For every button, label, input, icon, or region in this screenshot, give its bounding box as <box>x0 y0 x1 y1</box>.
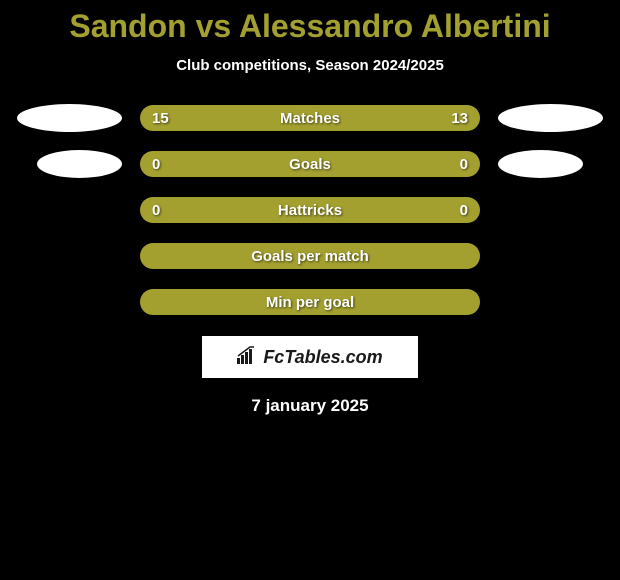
infographic-container: Sandon vs Alessandro Albertini Club comp… <box>0 0 620 416</box>
badge-right-goals <box>498 150 583 178</box>
logo-box: FcTables.com <box>202 336 418 378</box>
stat-row-min-per-goal: Min per goal <box>0 288 620 316</box>
stat-left-value: 15 <box>152 110 169 127</box>
stat-bar-hattricks: 0 Hattricks 0 <box>140 197 480 223</box>
page-title: Sandon vs Alessandro Albertini <box>0 8 620 45</box>
stat-right-value: 13 <box>451 110 468 127</box>
stat-row-matches: 15 Matches 13 <box>0 104 620 132</box>
page-subtitle: Club competitions, Season 2024/2025 <box>0 57 620 74</box>
stat-bar-goals: 0 Goals 0 <box>140 151 480 177</box>
chart-icon <box>237 346 259 369</box>
stat-row-hattricks: 0 Hattricks 0 <box>0 196 620 224</box>
badge-left-matches <box>17 104 122 132</box>
logo-label: FcTables.com <box>263 347 382 368</box>
stat-bar-matches: 15 Matches 13 <box>140 105 480 131</box>
badge-right-matches <box>498 104 603 132</box>
stat-label: Min per goal <box>266 294 354 311</box>
stat-left-value: 0 <box>152 156 160 173</box>
stat-bar-goals-per-match: Goals per match <box>140 243 480 269</box>
stat-label: Goals per match <box>251 248 369 265</box>
stat-label: Matches <box>280 110 340 127</box>
stat-right-value: 0 <box>460 156 468 173</box>
badge-left-goals <box>37 150 122 178</box>
logo-text: FcTables.com <box>237 346 382 369</box>
date-text: 7 january 2025 <box>0 396 620 416</box>
stat-right-value: 0 <box>460 202 468 219</box>
stat-row-goals: 0 Goals 0 <box>0 150 620 178</box>
stat-bar-min-per-goal: Min per goal <box>140 289 480 315</box>
stat-label: Hattricks <box>278 202 342 219</box>
stat-left-value: 0 <box>152 202 160 219</box>
stat-row-goals-per-match: Goals per match <box>0 242 620 270</box>
stat-label: Goals <box>289 156 331 173</box>
